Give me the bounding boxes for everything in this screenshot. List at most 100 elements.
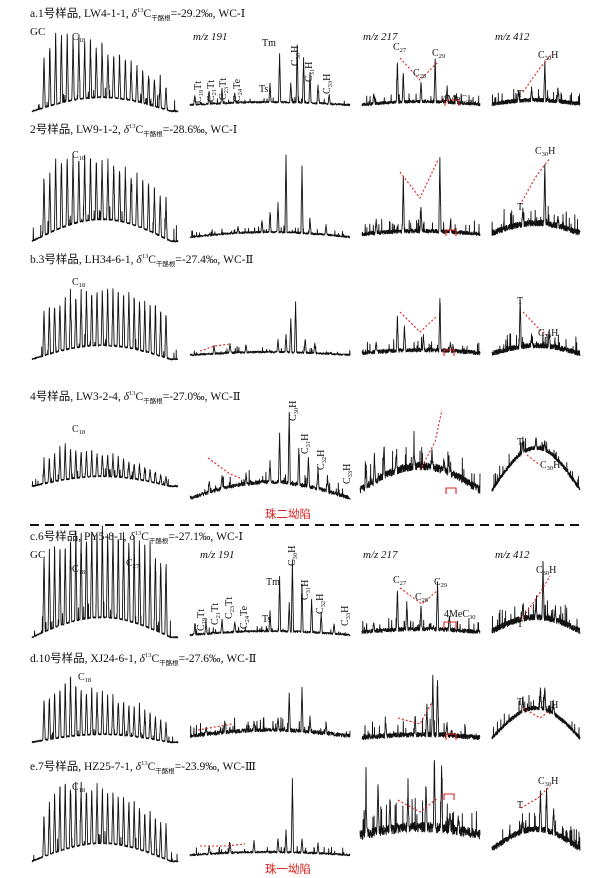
mz217-trace bbox=[359, 760, 481, 840]
ratio-indicator-line bbox=[399, 311, 438, 333]
row-header-4: 4号样品, LW3-2-4, δ13C干酪根=-27.0‰, WC-Ⅱ bbox=[30, 389, 241, 405]
row-header-wc: WC-Ⅰ bbox=[218, 8, 245, 20]
peak-label: C18 bbox=[72, 564, 85, 576]
mz191-trace bbox=[189, 686, 351, 738]
peak-label: C31H bbox=[300, 580, 312, 600]
peak-label: C19Tt bbox=[193, 81, 205, 103]
row-header-well: LW4-1-1 bbox=[84, 8, 126, 20]
ratio-indicator-line bbox=[197, 723, 233, 731]
peak-label: C32H bbox=[316, 450, 328, 470]
peak-label: Tm bbox=[262, 38, 276, 49]
peak-label: C21Tt bbox=[206, 80, 218, 102]
peak-label: C30H bbox=[535, 146, 555, 158]
gc-trace bbox=[31, 288, 179, 361]
peak-label: C18 bbox=[72, 32, 85, 44]
peak-label: C24Te bbox=[232, 78, 244, 102]
peak-label: 4MeC30 bbox=[442, 94, 474, 106]
mz217-trace bbox=[361, 674, 481, 741]
ratio-indicator-line bbox=[520, 785, 551, 809]
svg-text:e.7号样品, HZ25-7-1, δ13C干酪根=-23.: e.7号样品, HZ25-7-1, δ13C干酪根=-23.9‰, WC-Ⅲ bbox=[30, 759, 256, 775]
col-header-412: m/z 412 bbox=[495, 31, 530, 43]
peak-label: C30H bbox=[287, 546, 299, 566]
ratio-indicator-line bbox=[522, 53, 553, 93]
ratio-indicator-line bbox=[399, 587, 439, 605]
mz217-trace bbox=[361, 58, 481, 107]
peak-label: C18 bbox=[72, 782, 85, 794]
mz412-trace bbox=[491, 436, 581, 492]
mz412-trace bbox=[491, 299, 581, 357]
peak-label: C33H bbox=[340, 606, 352, 626]
bracket-marker bbox=[443, 793, 455, 800]
svg-text:2号样品, LW9-1-2, δ13C干酪根=-28.6‰,: 2号样品, LW9-1-2, δ13C干酪根=-28.6‰, WC-Ⅰ bbox=[30, 122, 237, 138]
peak-label: C21Tt bbox=[210, 603, 222, 625]
row-header-6: d.10号样品, XJ24-6-1, δ13C干酪根=-27.6‰, WC-Ⅱ bbox=[30, 651, 257, 667]
bracket-marker bbox=[445, 487, 457, 494]
mz191-trace bbox=[189, 154, 351, 239]
peak-label: C32H bbox=[315, 594, 327, 614]
ratio-indicator-line bbox=[399, 159, 439, 200]
peak-label: C28 bbox=[415, 592, 428, 604]
ratio-indicator-line bbox=[419, 409, 443, 471]
gc-trace bbox=[31, 781, 179, 863]
peak-label: C18 bbox=[78, 672, 91, 684]
bracket-marker bbox=[445, 229, 457, 236]
col-header-gc: GC bbox=[30, 26, 45, 38]
peak-label: C29 bbox=[434, 577, 447, 589]
mz412-trace bbox=[491, 787, 581, 851]
row-header-prefix: a. bbox=[30, 8, 38, 20]
svg-text:4号样品, LW3-2-4, δ13C干酪根=-27.0‰,: 4号样品, LW3-2-4, δ13C干酪根=-27.0‰, WC-Ⅱ bbox=[30, 389, 241, 405]
peak-label: C30H bbox=[538, 50, 558, 62]
group-label-zhu1: 珠一坳陷 bbox=[265, 862, 311, 876]
ratio-indicator-line bbox=[399, 57, 439, 81]
col-header-191-2: m/z 191 bbox=[200, 549, 235, 561]
peak-label: C27 bbox=[126, 558, 140, 570]
bracket-marker bbox=[443, 621, 457, 628]
row-header-7: e.7号样品, HZ25-7-1, δ13C干酪根=-23.9‰, WC-Ⅲ bbox=[30, 759, 256, 775]
peak-label: T bbox=[517, 296, 523, 307]
ratio-indicator-line bbox=[520, 575, 551, 621]
peak-label: C18 bbox=[72, 424, 85, 436]
peak-label: C18 bbox=[72, 277, 85, 289]
mz412-trace bbox=[491, 60, 581, 107]
mz217-trace bbox=[361, 156, 481, 237]
peak-label: C31H bbox=[304, 62, 316, 82]
gc-trace bbox=[31, 443, 179, 488]
peak-label: Ts bbox=[259, 84, 268, 95]
row-header-5: c.6号样品, PY5-8-1, δ13C干酪根=-27.1‰, WC-Ⅰ bbox=[30, 529, 243, 545]
svg-text:a.1号样品, LW4-1-1, δ13C干酪根=-29.2: a.1号样品, LW4-1-1, δ13C干酪根=-29.2‰, WC-Ⅰ bbox=[30, 6, 245, 22]
peak-label: Tm bbox=[266, 577, 280, 588]
chromatogram-traces bbox=[31, 32, 581, 863]
peak-label: C29 bbox=[432, 48, 445, 60]
col-header-gc-2: GC bbox=[30, 549, 45, 561]
peak-label: C33H bbox=[322, 74, 334, 94]
peak-label: T bbox=[517, 202, 523, 213]
peak-label: C28 bbox=[413, 68, 426, 80]
gc-trace bbox=[31, 32, 179, 113]
mz217-trace bbox=[361, 298, 481, 356]
row-header-sample: 1号样品 bbox=[38, 6, 78, 20]
row-header-2: 2号样品, LW9-1-2, δ13C干酪根=-28.6‰, WC-Ⅰ bbox=[30, 122, 237, 138]
peak-label: T bbox=[517, 697, 523, 708]
svg-text:c.6号样品, PY5-8-1, δ13C干酪根=-27.1: c.6号样品, PY5-8-1, δ13C干酪根=-27.1‰, WC-Ⅰ bbox=[30, 529, 243, 545]
peak-label: C30H bbox=[538, 700, 558, 712]
mz191-trace bbox=[189, 411, 351, 500]
peak-label: C30H bbox=[538, 328, 558, 340]
col-header-217-2: m/z 217 bbox=[363, 549, 398, 561]
mz191-trace bbox=[189, 778, 351, 857]
ratio-indicator-line bbox=[200, 843, 246, 847]
gc-trace bbox=[31, 676, 179, 744]
mz191-trace bbox=[189, 559, 351, 637]
svg-text:b.3号样品, LH34-6-1, δ13C干酪根=-27.: b.3号样品, LH34-6-1, δ13C干酪根=-27.4‰, WC-Ⅱ bbox=[30, 252, 253, 268]
peak-label: T bbox=[517, 619, 523, 630]
peak-label: T bbox=[517, 89, 523, 100]
peak-labels: C18 Tm Ts C30H C31H C33H C19Tt C21Tt C23… bbox=[72, 32, 560, 811]
svg-text:d.10号样品, XJ24-6-1, δ13C干酪根=-27: d.10号样品, XJ24-6-1, δ13C干酪根=-27.6‰, WC-Ⅱ bbox=[30, 651, 257, 667]
peak-label: C33H bbox=[342, 464, 354, 484]
peak-label: C27 bbox=[393, 42, 407, 54]
mz412-trace bbox=[491, 164, 581, 237]
mz191-trace bbox=[189, 301, 351, 357]
peak-label: C30H bbox=[536, 565, 556, 577]
ratio-indicator-line bbox=[397, 797, 439, 813]
bracket-marker bbox=[444, 99, 460, 106]
